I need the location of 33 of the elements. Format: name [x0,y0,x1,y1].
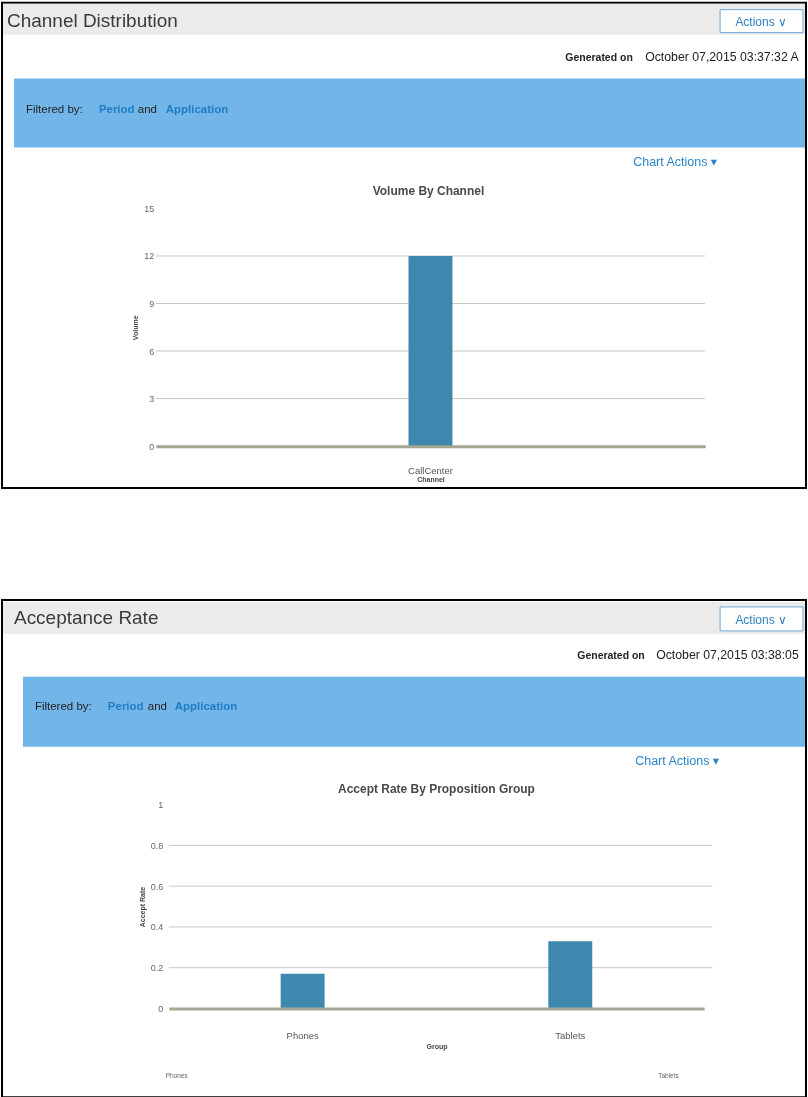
text: and [137,102,157,115]
y-tick-label: 0.4 [150,922,164,933]
text: Channel Distribution [6,9,178,31]
text: Acceptance Rate [13,606,159,628]
text: October 07,2015 03:38:05 [656,647,799,662]
x-tick-label: CallCenter [408,464,453,476]
text: Generated on [577,649,645,661]
text: and [147,699,167,712]
text: Filtered by: [25,102,83,115]
y-tick-label: 0.6 [150,881,164,892]
text: Application [174,699,238,712]
y-tick-label: 0.8 [150,840,164,851]
text: Chart Actions ▾ [635,753,720,768]
y-tick-label: 0.2 [150,963,164,974]
y-tick-label: 3 [149,394,155,405]
text: Actions ∨ [735,14,787,29]
text: Period [107,699,144,712]
y-tick-label: 12 [144,251,155,262]
y-tick-label: 15 [144,203,155,214]
text: Actions ∨ [735,612,787,627]
text: Generated on [565,51,633,63]
chart-title: Volume By Channel [372,184,485,199]
y-tick-label: 0 [158,1003,164,1014]
y-tick-label: 6 [149,346,155,357]
text: Application [165,102,229,115]
text: Chart Actions ▾ [633,155,718,170]
text: Period [98,102,135,115]
text: Filtered by: [34,699,92,712]
text: October 07,2015 03:37:32 A [645,49,800,64]
y-tick-label: 0 [149,441,155,452]
chart-title: Accept Rate By Proposition Group [338,781,535,796]
y-tick-label: 1 [158,800,164,811]
y-tick-label: 9 [149,299,155,309]
